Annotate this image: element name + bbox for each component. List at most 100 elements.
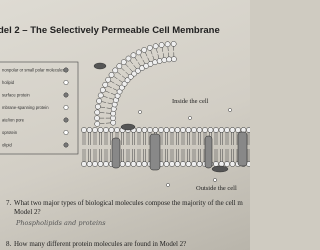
phospholipid-head (136, 127, 142, 133)
phospholipid-head (130, 52, 137, 59)
phospholipid-head (103, 161, 109, 167)
phospholipid-head (135, 67, 141, 74)
legend-box (0, 61, 79, 155)
membrane-diagram (81, 41, 250, 187)
phospholipid-tail (121, 75, 126, 79)
phospholipid-head (202, 127, 208, 133)
phospholipid-head (213, 127, 219, 133)
membrane-protein (237, 131, 248, 167)
small-molecule (166, 183, 170, 187)
phospholipid-head (246, 127, 250, 133)
question-text: How many different protein molecules are… (14, 240, 186, 248)
phospholipid-head (97, 92, 104, 99)
phospholipid-tail (157, 54, 160, 59)
phospholipid-tail (137, 62, 141, 67)
phospholipid-head (191, 127, 197, 133)
phospholipid-head (105, 76, 112, 83)
phospholipid-head (191, 161, 197, 167)
question-number: 7. (6, 199, 12, 207)
legend-icon (63, 80, 69, 85)
phospholipid-tail (113, 88, 118, 91)
phospholipid-tail (100, 106, 106, 108)
phospholipid-head (229, 161, 236, 167)
phospholipid-head (224, 127, 230, 133)
phospholipid-head (125, 55, 132, 62)
phospholipid-head (170, 41, 177, 47)
phospholipid-head (95, 103, 101, 110)
phospholipid-tail (116, 71, 121, 75)
phospholipid-head (174, 127, 181, 133)
legend-label: holipid (2, 80, 15, 85)
phospholipid-tail (102, 95, 108, 98)
title: del 2 – The Selectively Permeable Cell M… (0, 25, 220, 36)
phospholipid-tail (134, 57, 138, 62)
legend-icon (63, 92, 69, 98)
phospholipid-tail (118, 79, 123, 83)
phospholipid-tail (107, 85, 112, 89)
phospholipid-head (161, 57, 168, 63)
inside-label: Inside the cell (172, 98, 209, 105)
legend-label: mbrane-spanning protein (2, 105, 49, 110)
small-molecule (188, 116, 192, 120)
legend-label: nonpolar or small polar molecules (2, 68, 65, 73)
phospholipid-head (94, 121, 101, 127)
phospholipid-tail (104, 90, 110, 93)
phospholipid-tail (156, 48, 158, 53)
question-text: Model 2? (14, 208, 41, 216)
legend-icon (63, 130, 69, 135)
phospholipid-head (141, 47, 148, 53)
phospholipid-head (141, 161, 148, 167)
phospholipid-head (120, 59, 127, 65)
legend-icon (63, 117, 69, 123)
phospholipid-tail (107, 102, 113, 105)
phospholipid-head (86, 161, 93, 167)
legend-label: olipid (2, 143, 12, 148)
phospholipid-head (147, 127, 153, 133)
phospholipid-head (158, 127, 164, 133)
phospholipid-tail (101, 101, 107, 103)
phospholipid-head (119, 161, 126, 167)
surface-protein (211, 165, 229, 173)
phospholipid-tail (120, 67, 125, 72)
phospholipid-head (152, 43, 159, 50)
question-text: What two major types of biological molec… (14, 199, 243, 207)
phospholipid-head (130, 161, 137, 167)
phospholipid-head (185, 127, 192, 133)
phospholipid-tail (133, 65, 137, 70)
surface-protein (120, 123, 136, 131)
phospholipid-head (99, 87, 106, 93)
phospholipid-head (169, 127, 175, 133)
phospholipid-tail (129, 60, 133, 65)
phospholipid-head (229, 127, 236, 133)
phospholipid-tail (147, 57, 150, 62)
phospholipid-head (92, 161, 98, 167)
worksheet: del 2 – The Selectively Permeable Cell M… (0, 25, 250, 248)
small-molecule (213, 178, 217, 182)
phospholipid-head (174, 161, 181, 167)
phospholipid-tail (125, 63, 129, 68)
phospholipid-head (163, 161, 170, 167)
phospholipid-head (108, 127, 115, 133)
phospholipid-tail (109, 97, 114, 100)
phospholipid-head (158, 42, 165, 48)
phospholipid-head (81, 127, 87, 133)
phospholipid-head (136, 161, 142, 167)
phospholipid-head (135, 49, 142, 56)
phospholipid-head (86, 127, 93, 133)
phospholipid-head (180, 127, 186, 133)
phospholipid-tail (139, 54, 143, 59)
phospholipid-tail (115, 83, 120, 87)
handwritten-answer: Phospholipids and proteins (15, 219, 106, 227)
phospholipid-tail (125, 71, 130, 76)
phospholipid-head (108, 72, 115, 78)
phospholipid-head (147, 45, 153, 51)
phospholipid-head (152, 127, 159, 133)
outside-label: Outside the cell (196, 185, 237, 192)
small-molecule (228, 108, 232, 112)
phospholipid-tail (142, 59, 146, 64)
phospholipid-head (124, 77, 131, 83)
phospholipid-head (224, 161, 230, 167)
small-molecule (138, 110, 142, 114)
phospholipid-head (131, 70, 138, 77)
phospholipid-head (166, 56, 172, 63)
